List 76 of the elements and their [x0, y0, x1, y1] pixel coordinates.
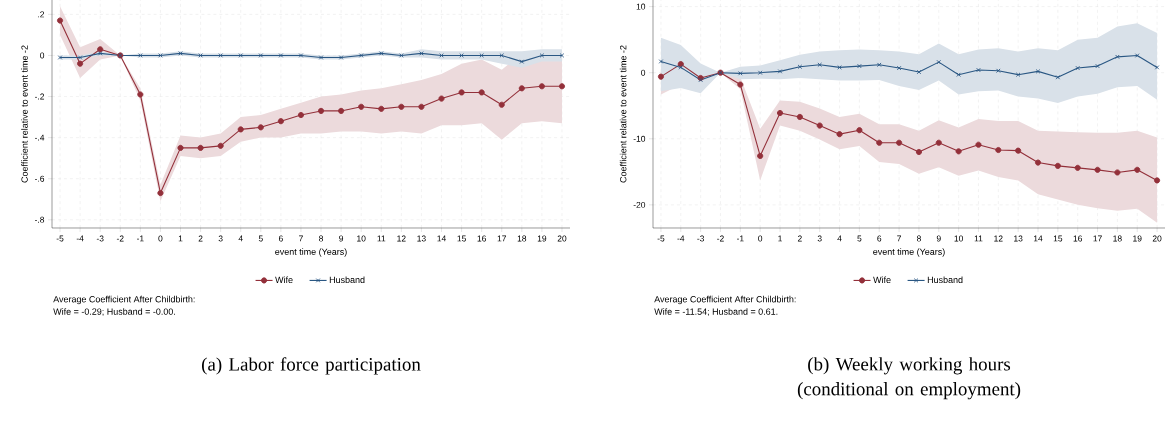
y-tick-label: -10 [633, 135, 646, 142]
legend-label: Wife [275, 276, 293, 284]
x-tick-label: 9 [936, 235, 941, 242]
x-tick-label: 17 [497, 235, 507, 242]
x-tick-label: -3 [96, 235, 104, 242]
x-tick-label: -5 [657, 235, 665, 242]
y-axis-title: Coefficient relative to event time -2 [21, 45, 28, 183]
x-axis-title: event time (Years) [873, 248, 945, 257]
x-tick-label: 12 [994, 235, 1003, 242]
text: Average Coefficient After Childbirth: [654, 295, 796, 305]
x-tick-label: 1 [778, 235, 782, 242]
x-tick-label: 4 [238, 235, 243, 242]
y-tick-label: 0 [641, 69, 646, 76]
x-tick-label: 14 [437, 235, 446, 242]
x-tick-label: -3 [697, 235, 705, 242]
x-tick-label: 6 [278, 235, 283, 242]
x-tick-label: 15 [457, 235, 466, 242]
y-tick-label: -.6 [34, 175, 45, 182]
x-tick-label: 7 [299, 235, 303, 242]
y-tick-label: 0 [40, 52, 45, 59]
y-tick-label: -.4 [34, 134, 45, 141]
x-tick-label: 1 [178, 235, 183, 242]
x-tick-label: 0 [758, 235, 763, 242]
x-tick-label: 8 [319, 235, 324, 242]
text: (a) Labor force participation [202, 357, 421, 375]
x-tick-label: 12 [397, 235, 406, 242]
x-tick-label: 6 [877, 235, 882, 242]
x-tick-label: 18 [517, 235, 527, 242]
x-tick-label: 5 [258, 235, 263, 242]
x-tick-label: -1 [736, 235, 744, 242]
x-tick-label: 20 [1152, 235, 1162, 242]
x-tick-label: 7 [897, 235, 902, 242]
x-tick-label: 3 [218, 235, 223, 242]
x-tick-label: -5 [56, 235, 64, 242]
x-tick-label: 11 [974, 235, 983, 242]
x-tick-label: 9 [339, 235, 344, 242]
text: Average Coefficient After Childbirth: [53, 295, 195, 305]
x-axis-title: event time (Years) [275, 248, 347, 257]
x-tick-label: 8 [916, 235, 921, 242]
x-tick-label: -1 [136, 235, 144, 242]
x-tick-label: 14 [1033, 235, 1043, 242]
x-tick-label: 13 [1014, 235, 1023, 242]
y-tick-label: .2 [38, 11, 45, 18]
text: Wife = -11.54; Husband = 0.61. [654, 308, 778, 316]
legend-label: Husband [329, 276, 365, 284]
x-tick-label: 0 [158, 235, 163, 242]
text: Wife = -0.29; Husband = -0.00. [53, 308, 175, 316]
x-tick-label: 11 [377, 235, 386, 242]
x-tick-label: 2 [198, 235, 203, 242]
x-tick-label: 19 [537, 235, 547, 242]
x-tick-label: 2 [797, 235, 802, 242]
x-tick-label: 16 [1073, 235, 1083, 242]
x-tick-label: 18 [1113, 235, 1122, 242]
x-tick-label: 4 [837, 235, 842, 242]
x-tick-label: 10 [357, 235, 366, 242]
x-tick-label: 3 [817, 235, 822, 242]
y-tick-label: -.8 [34, 216, 45, 223]
x-tick-label: 17 [1093, 235, 1102, 242]
x-tick-label: 16 [477, 235, 487, 242]
y-tick-label: -.2 [34, 93, 45, 100]
text: (b) Weekly working hours (conditional on employment) [797, 357, 1021, 400]
x-tick-label: 20 [557, 235, 567, 242]
x-tick-label: -2 [717, 235, 724, 242]
y-tick-label: 10 [636, 3, 646, 10]
x-tick-label: -4 [677, 235, 685, 242]
y-axis-title: Coefficient relative to event time -2 [619, 45, 627, 183]
x-tick-label: 10 [954, 235, 963, 242]
x-tick-label: -2 [116, 235, 124, 242]
y-tick-label: -20 [633, 201, 646, 208]
legend-label: Husband [927, 276, 963, 284]
x-tick-label: -4 [76, 235, 84, 242]
x-tick-label: 19 [1133, 235, 1142, 242]
legend-label: Wife [873, 276, 891, 284]
x-tick-label: 15 [1053, 235, 1063, 242]
x-tick-label: 5 [857, 235, 862, 242]
x-tick-label: 13 [417, 235, 426, 242]
